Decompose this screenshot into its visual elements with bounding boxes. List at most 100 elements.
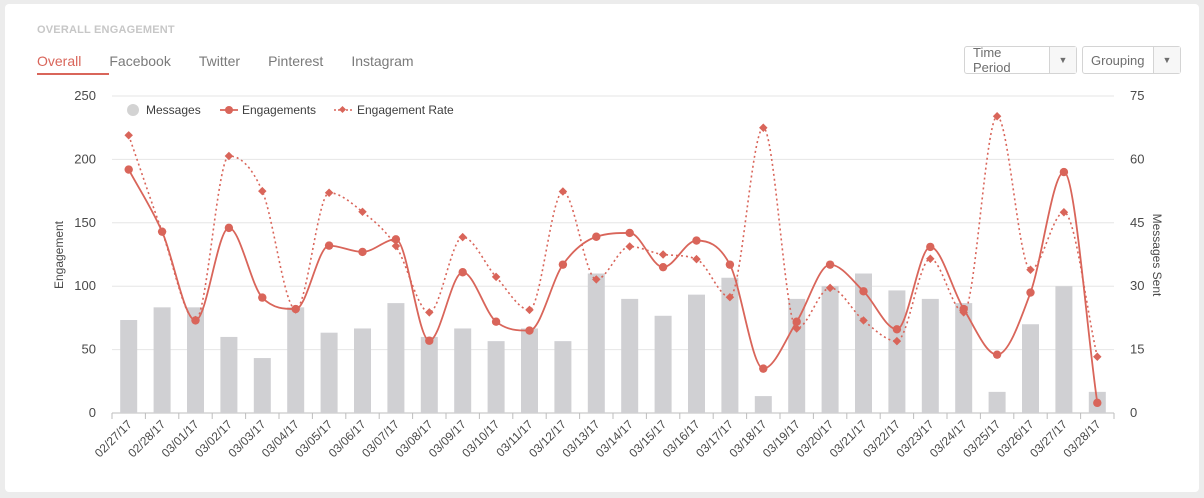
engagement-rate-line: [127, 115, 1099, 357]
legend-engagement-rate-marker: [338, 105, 347, 114]
tab-instagram[interactable]: Instagram: [351, 53, 414, 69]
y-left-axis-title: Engagement: [52, 220, 66, 289]
engagement-rate-point: [725, 292, 735, 302]
messages-bar: [253, 358, 271, 413]
engagements-point: [324, 241, 334, 250]
engagement-rate-point: [224, 151, 234, 161]
y-right-tick-label: 75: [1130, 88, 1144, 103]
engagements-point: [959, 304, 968, 314]
engagements-point: [859, 287, 868, 296]
x-tick-label: 03/10/17: [459, 417, 502, 460]
legend-messages-icon: [127, 104, 139, 116]
engagements-point: [224, 223, 234, 233]
engagement-rate-point: [258, 186, 267, 196]
messages-bar: [721, 277, 739, 413]
legend-messages-label: Messages: [146, 103, 201, 117]
messages-bar: [955, 303, 973, 413]
engagements-point: [725, 260, 735, 269]
time-period-select[interactable]: Time Period ▼: [964, 45, 1077, 75]
messages-bar: [888, 290, 906, 413]
engagements-point: [592, 232, 601, 241]
engagements-point: [558, 260, 568, 269]
tab-facebook[interactable]: Facebook: [109, 53, 171, 69]
caret-down-icon[interactable]: ▼: [1049, 47, 1076, 73]
y-left-tick-label: 150: [74, 215, 96, 230]
y-left-tick-label: 200: [74, 151, 96, 166]
engagement-rate-point: [825, 283, 835, 293]
messages-bar: [320, 332, 338, 413]
y-right-axis-title: Messages Sent: [1150, 214, 1164, 297]
messages-bar: [420, 336, 438, 413]
engagements-point: [1026, 288, 1035, 297]
engagements-point: [1059, 167, 1069, 177]
engagement-rate-point: [458, 232, 467, 242]
engagement-rate-point: [391, 241, 401, 251]
grouping-label: Grouping: [1091, 52, 1145, 68]
engagements-point: [358, 247, 367, 257]
messages-bar: [587, 273, 605, 413]
y-right-tick-label: 0: [1130, 405, 1137, 420]
messages-bar: [287, 307, 305, 413]
messages-bar: [688, 294, 705, 413]
tab-pinterest[interactable]: Pinterest: [268, 53, 324, 69]
engagements-point: [291, 304, 300, 314]
engagement-rate-point: [425, 308, 434, 317]
engagement-rate-point: [525, 305, 534, 315]
engagements-point: [926, 242, 935, 252]
engagement-rate-point: [592, 275, 601, 284]
legend-engagements-label: Engagements: [242, 103, 316, 117]
engagement-rate-point: [1026, 265, 1035, 274]
engagement-rate-point: [558, 187, 568, 196]
messages-bar: [621, 298, 639, 413]
engagements-point: [692, 236, 701, 245]
messages-bar: [788, 298, 806, 413]
legend-engagements-marker: [225, 106, 233, 114]
tab-twitter[interactable]: Twitter: [198, 53, 241, 69]
y-left-tick-label: 250: [74, 88, 96, 103]
y-right-tick-label: 15: [1130, 342, 1144, 357]
messages-bar: [220, 336, 238, 413]
caret-down-icon[interactable]: ▼: [1153, 47, 1180, 73]
engagement-rate-point: [658, 250, 668, 259]
messages-bar: [454, 328, 472, 413]
messages-bar: [387, 303, 405, 413]
engagement-rate-point: [926, 254, 935, 263]
messages-bar: [821, 286, 839, 413]
engagements-point: [992, 350, 1002, 359]
engagements-point: [425, 336, 434, 345]
engagement-rate-point: [892, 336, 902, 346]
engagement-rate-point: [324, 188, 334, 198]
engagements-point: [825, 260, 835, 269]
engagement-rate-point: [491, 272, 501, 282]
engagements-point: [892, 325, 902, 334]
grouping-select[interactable]: Grouping ▼: [1082, 46, 1181, 74]
engagements-point: [391, 235, 401, 244]
engagements-line: [127, 169, 1099, 403]
tab-overall[interactable]: Overall: [37, 53, 82, 69]
messages-bar: [187, 307, 204, 413]
messages-bar: [654, 315, 672, 413]
engagements-point: [124, 165, 133, 174]
chart-legend: Messages Engagements Engagement Rate: [127, 103, 454, 117]
engagements-point: [1093, 398, 1102, 408]
messages-bar: [855, 273, 872, 413]
messages-bar: [153, 307, 171, 413]
x-tick-label: 03/28/17: [1060, 417, 1103, 460]
messages-bar: [554, 341, 572, 413]
y-left-tick-label: 50: [82, 342, 96, 357]
y-right-tick-label: 30: [1130, 278, 1144, 293]
y-left-tick-label: 100: [74, 278, 96, 293]
legend-engagement-rate-label: Engagement Rate: [357, 103, 454, 117]
messages-bar: [1022, 324, 1039, 413]
active-tab-indicator: [37, 73, 109, 75]
messages-bar: [487, 341, 505, 413]
messages-bar: [354, 328, 371, 413]
time-period-label: Time Period: [973, 45, 1011, 75]
messages-bar: [120, 320, 138, 413]
engagement-rate-point: [859, 316, 868, 325]
engagements-point: [759, 364, 768, 373]
y-left-tick-label: 0: [89, 405, 96, 420]
engagements-point: [491, 317, 501, 326]
messages-bar: [988, 391, 1006, 413]
